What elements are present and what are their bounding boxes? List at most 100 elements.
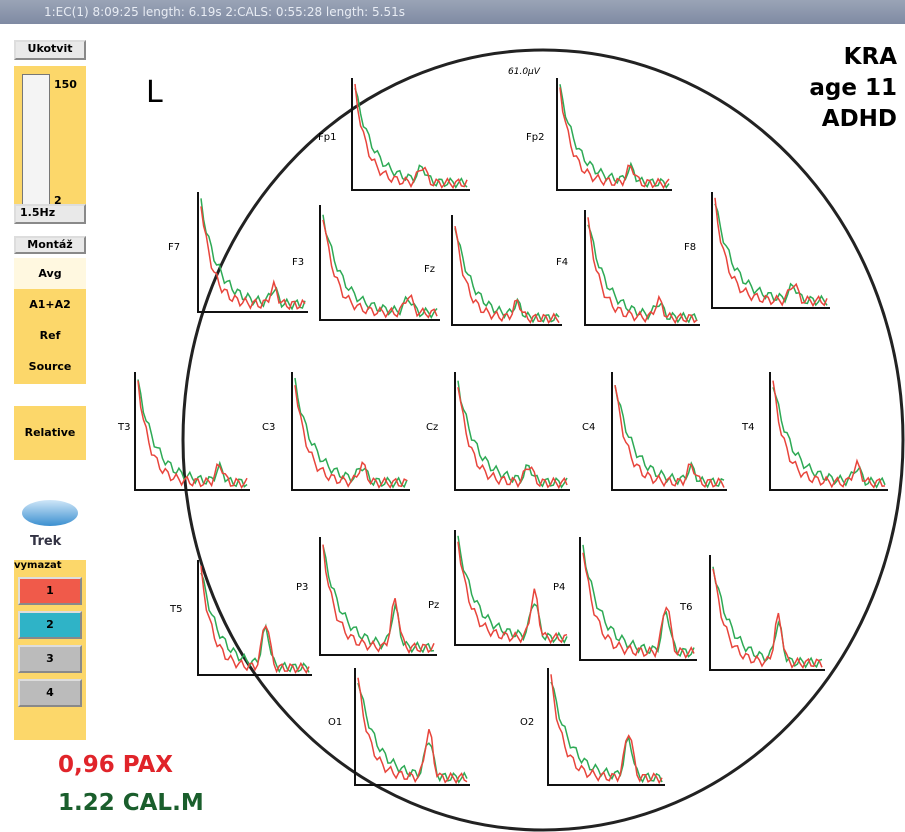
- track-button[interactable]: 2: [18, 611, 82, 639]
- spectrum-red: [454, 225, 560, 324]
- spectrum-green: [322, 545, 435, 654]
- metric-pax: 0,96 PAX: [58, 752, 174, 778]
- plot-axes: [579, 537, 697, 661]
- clear-label: vymazat: [14, 560, 62, 571]
- spectrum-red: [200, 565, 310, 675]
- track-button[interactable]: 4: [18, 679, 82, 707]
- montage-option[interactable]: Ref: [39, 329, 61, 342]
- spectrum-red: [614, 385, 725, 489]
- spectrum-green: [322, 214, 438, 319]
- spectrum-red: [772, 380, 886, 489]
- spectrum-green: [559, 84, 670, 189]
- channel-label: F3: [292, 257, 304, 268]
- spectrum-red: [137, 380, 248, 490]
- plot-axes: [319, 537, 437, 656]
- spectrum-green: [582, 544, 695, 658]
- spectrum-green: [357, 682, 468, 784]
- track-panel: vymazat 1 2 3 4: [14, 560, 86, 740]
- spectrum-green: [550, 681, 663, 784]
- scale-slider[interactable]: [22, 74, 50, 212]
- plot-axes: [711, 192, 830, 309]
- side-label: L: [146, 75, 163, 110]
- plot-axes: [454, 372, 570, 491]
- channel-label: T6: [679, 602, 692, 613]
- plot-axes: [709, 555, 825, 671]
- title-bar: 1:EC(1) 8:09:25 length: 6.19s 2:CALS: 0:…: [0, 0, 905, 24]
- spectrum-green: [200, 572, 310, 674]
- spectrum-green: [587, 224, 698, 324]
- spectrum-red: [457, 541, 568, 645]
- spectrum-green: [454, 228, 560, 324]
- montage-option[interactable]: Source: [28, 360, 72, 373]
- spectrum-green: [354, 87, 468, 189]
- spectrum-green: [457, 380, 568, 489]
- channel-label: Cz: [426, 422, 438, 433]
- channel-label: T3: [117, 422, 130, 433]
- spectrum-red: [357, 677, 468, 785]
- spectrum-green: [772, 387, 886, 489]
- scale-max: 150: [54, 78, 77, 91]
- plot-axes: [451, 215, 562, 326]
- patient-line: KRA: [843, 44, 897, 70]
- channel-label: T4: [741, 422, 754, 433]
- channel-label: O1: [328, 717, 342, 728]
- spectrum-green: [712, 566, 823, 669]
- spectrum-green: [457, 535, 568, 644]
- track-label: Trek: [30, 534, 62, 549]
- spectrum-red: [559, 87, 670, 190]
- montage-option[interactable]: A1+A2: [29, 298, 71, 311]
- scale-label: 61.0µV: [508, 67, 541, 77]
- spectrum-green: [714, 203, 828, 307]
- mode-button[interactable]: Relative: [14, 406, 86, 460]
- plot-axes: [197, 192, 308, 313]
- patient-info: KRA age 11 ADHD: [809, 42, 897, 135]
- montage-option[interactable]: Avg: [14, 258, 86, 289]
- plot-axes: [291, 372, 410, 491]
- plot-axes: [584, 210, 700, 326]
- spectrum-red: [200, 206, 306, 311]
- zoom-button[interactable]: Ukotvit: [14, 40, 86, 60]
- channel-label: Pz: [428, 600, 439, 611]
- channel-label: P3: [296, 582, 308, 593]
- spectrum-green: [294, 377, 408, 489]
- band-select[interactable]: 1.5Hz: [14, 204, 86, 224]
- channel-label: T5: [169, 604, 182, 615]
- plot-axes: [351, 78, 470, 191]
- spectrum-red: [322, 544, 435, 655]
- track-button[interactable]: 1: [18, 577, 82, 605]
- channel-label: C3: [262, 422, 275, 433]
- montage-panel: Avg A1+A2 Ref Source: [14, 258, 86, 384]
- channel-label: F7: [168, 242, 180, 253]
- spectrum-red: [714, 197, 828, 308]
- spectrum-red: [457, 387, 568, 490]
- channel-label: Fp2: [526, 132, 544, 143]
- spectrum-green: [200, 198, 306, 311]
- spectrum-red: [587, 217, 698, 325]
- patient-line: age 11: [809, 75, 897, 101]
- head-outline: [181, 48, 905, 832]
- plot-axes: [611, 372, 727, 491]
- channel-label: F4: [556, 257, 568, 268]
- track-button[interactable]: 3: [18, 645, 82, 673]
- scale-panel: 150 2: [14, 66, 86, 216]
- plot-axes: [354, 668, 470, 786]
- channel-label: O2: [520, 717, 534, 728]
- channel-label: Fp1: [318, 132, 336, 143]
- spectrum-red: [550, 674, 663, 785]
- plot-axes: [769, 372, 888, 491]
- montage-button[interactable]: Montáž: [14, 236, 86, 254]
- scale-min: 2: [54, 194, 62, 207]
- channel-label: Fz: [424, 264, 435, 275]
- track-icon: [22, 500, 78, 526]
- plot-axes: [197, 560, 312, 676]
- spectrum-red: [354, 83, 468, 190]
- plot-axes: [547, 668, 665, 786]
- spectrum-red: [322, 219, 438, 319]
- plot-axes: [454, 530, 570, 646]
- patient-line: ADHD: [821, 106, 897, 132]
- spectrum-red: [712, 568, 823, 670]
- spectrum-red: [294, 385, 408, 489]
- channel-label: C4: [582, 422, 595, 433]
- metric-cal: 1.22 CAL.M: [58, 790, 204, 816]
